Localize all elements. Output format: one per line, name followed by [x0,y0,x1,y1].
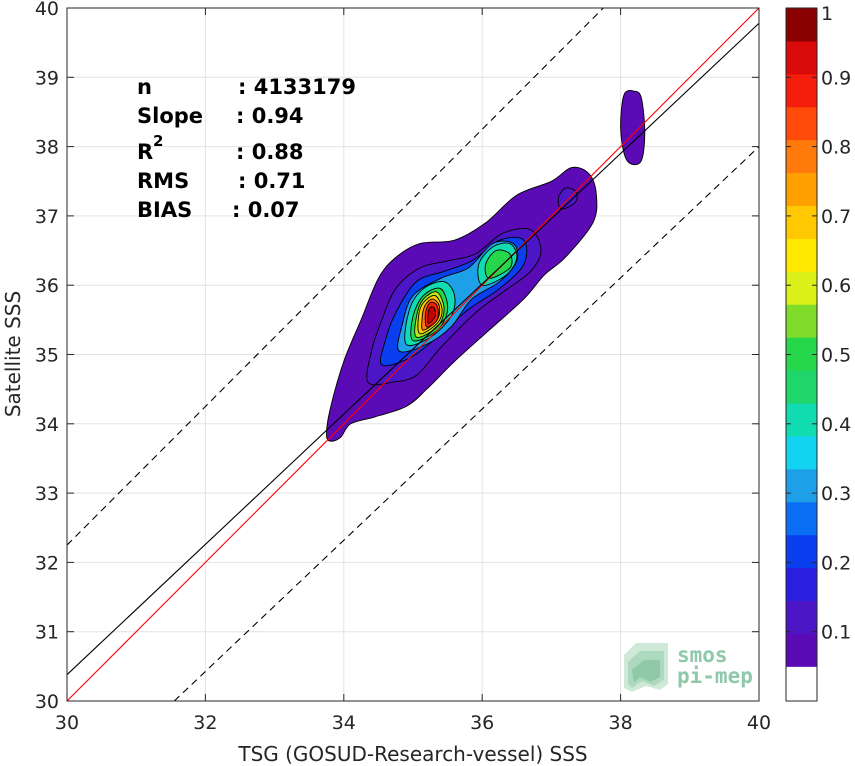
stat-r2-label: R [137,140,153,164]
colorbar-tick-label: 0.8 [821,137,851,159]
x-tick-label: 34 [332,712,356,734]
colorbar-tick-label: 0.7 [821,206,851,228]
colorbar-band [786,73,817,108]
colorbar-band [786,600,817,634]
y-tick-label: 34 [35,414,59,436]
colorbar-band [786,238,817,272]
axis-ticks: 30 32 34 36 38 40 30 31 32 33 34 35 36 37 38 39 40 [35,0,771,734]
colorbar-band [786,370,817,404]
colorbar-band [786,172,817,207]
colorbar-tick-label: 0.3 [821,483,851,505]
colorbar-tick-label: 0.2 [821,552,851,574]
colorbar-band [786,304,817,338]
y-tick-label: 37 [35,206,59,228]
stat-n-label: n [137,75,152,99]
colorbar-band-empty [786,666,817,701]
logo-text-pimep: pi-mep [677,664,753,688]
colorbar-tick-label: 0.6 [821,275,851,297]
y-tick-label: 31 [35,622,59,644]
logo-text-smos: smos [677,643,728,667]
colorbar-tick-label: 1 [821,3,833,25]
colorbar-band [786,403,817,437]
colorbar-band [786,633,817,667]
y-tick-label: 32 [35,552,59,574]
reference-lines [67,8,759,701]
stat-rms-value: : 0.71 [238,169,306,193]
colorbar-band [786,534,817,569]
stat-slope-label: Slope [137,104,203,128]
colorbar-band [786,106,817,141]
stat-r2-superscript: 2 [153,132,163,150]
stat-bias-label: BIAS [137,198,192,222]
density-contour-0.05 [620,90,646,166]
grid [66,7,760,702]
x-tick-label: 32 [193,712,217,734]
regression-line [67,22,759,676]
y-tick-label: 35 [35,345,59,367]
colorbar-band [786,468,817,503]
x-axis-title: TSG (GOSUD-Research-vessel) SSS [237,742,587,766]
colorbar-band [786,567,817,602]
density-contour-1 [427,306,436,324]
colorbar-band [786,501,817,536]
stat-r2-value: : 0.88 [236,140,304,164]
stats-box: n : 4133179 Slope : 0.94 R 2 : 0.88 RMS … [137,75,356,222]
colorbar-band [786,337,817,371]
colorbar-band [786,139,817,174]
y-tick-label: 36 [35,275,59,297]
y-tick-label: 39 [35,67,59,89]
y-tick-label: 33 [35,483,59,505]
colorbar-tick-label: 0.9 [821,67,851,89]
stat-bias-value: : 0.07 [232,198,300,222]
y-tick-label: 40 [35,0,59,20]
y-tick-label: 38 [35,137,59,159]
colorbar-band [786,435,817,470]
colorbar-tick-label: 0.1 [821,622,851,644]
y-axis-title: Satellite SSS [1,291,25,417]
x-tick-label: 40 [747,712,771,734]
stat-slope-value: : 0.94 [236,104,304,128]
colorbar-tick-label: 0.4 [821,414,851,436]
colorbar-band [786,40,817,75]
lower-bound-line [173,146,759,701]
identity-line [67,8,759,701]
y-tick-label: 30 [35,691,59,713]
colorbar-band [786,8,817,42]
smos-pi-mep-logo: smos pi-mep [624,643,753,692]
colorbar-band [786,271,817,305]
colorbar-tick-label: 0.5 [821,345,851,367]
stat-rms-label: RMS [137,169,189,193]
x-tick-label: 38 [609,712,633,734]
stat-n-value: : 4133179 [238,75,356,99]
colorbar: 0.1 0.2 0.3 0.4 0.5 0.6 0.7 0.8 0.9 1 [785,3,851,702]
colorbar-band [786,205,817,239]
logo-wave-icon [624,643,668,692]
x-tick-label: 36 [470,712,494,734]
x-tick-label: 30 [55,712,79,734]
density-contour-0.5 [484,249,513,279]
